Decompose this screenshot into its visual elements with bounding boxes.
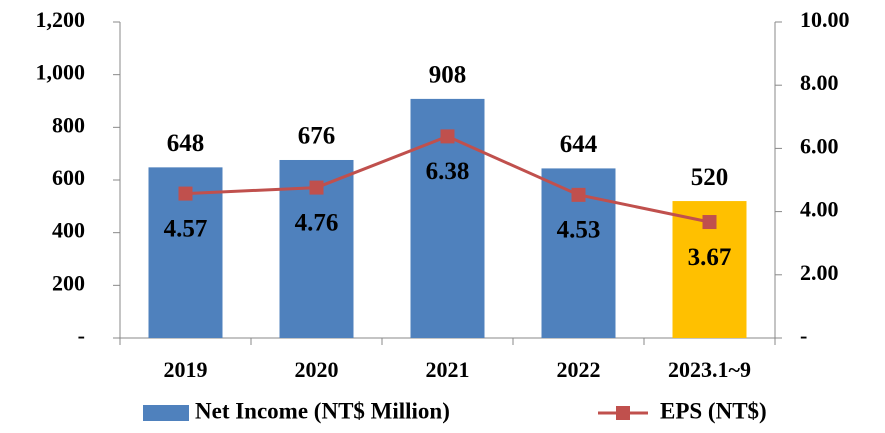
- eps-marker: [571, 187, 586, 202]
- x-tick-label: 2020: [295, 357, 339, 382]
- bar-value-label: 644: [560, 131, 598, 158]
- eps-value-label: 6.38: [426, 158, 470, 185]
- legend-label: EPS (NT$): [660, 398, 767, 423]
- bar-value-label: 908: [429, 62, 467, 89]
- x-tick-label: 2021: [426, 357, 470, 382]
- bar-value-label: 676: [298, 123, 336, 150]
- y2-tick-label: 6.00: [800, 133, 839, 158]
- legend-marker: [616, 406, 630, 420]
- eps-value-label: 4.57: [164, 215, 208, 242]
- eps-marker: [309, 180, 324, 195]
- eps-value-label: 3.67: [688, 244, 732, 271]
- y2-tick-label: 4.00: [800, 197, 839, 222]
- bar-value-label: 520: [691, 164, 729, 191]
- legend-label: Net Income (NT$ Million): [195, 398, 450, 423]
- y2-tick-label: 10.00: [800, 7, 850, 32]
- y-tick-label: -: [78, 323, 85, 348]
- y-tick-label: 1,000: [36, 60, 86, 85]
- y-tick-label: 1,200: [36, 7, 86, 32]
- y2-tick-label: -: [800, 323, 807, 348]
- y-tick-label: 400: [52, 218, 85, 243]
- x-tick-label: 2019: [164, 357, 208, 382]
- y2-tick-label: 8.00: [800, 70, 839, 95]
- eps-marker: [440, 129, 455, 144]
- legend-swatch: [143, 405, 189, 421]
- eps-value-label: 4.53: [557, 217, 601, 244]
- bar-value-label: 648: [167, 130, 205, 157]
- y-tick-label: 600: [52, 165, 85, 190]
- y2-tick-label: 2.00: [800, 260, 839, 285]
- y-tick-label: 800: [52, 112, 85, 137]
- x-tick-label: 2023.1~9: [668, 357, 751, 382]
- eps-marker: [702, 215, 717, 230]
- x-tick-label: 2022: [557, 357, 601, 382]
- y-tick-label: 200: [52, 270, 85, 295]
- eps-marker: [178, 186, 193, 201]
- eps-value-label: 4.76: [295, 209, 339, 236]
